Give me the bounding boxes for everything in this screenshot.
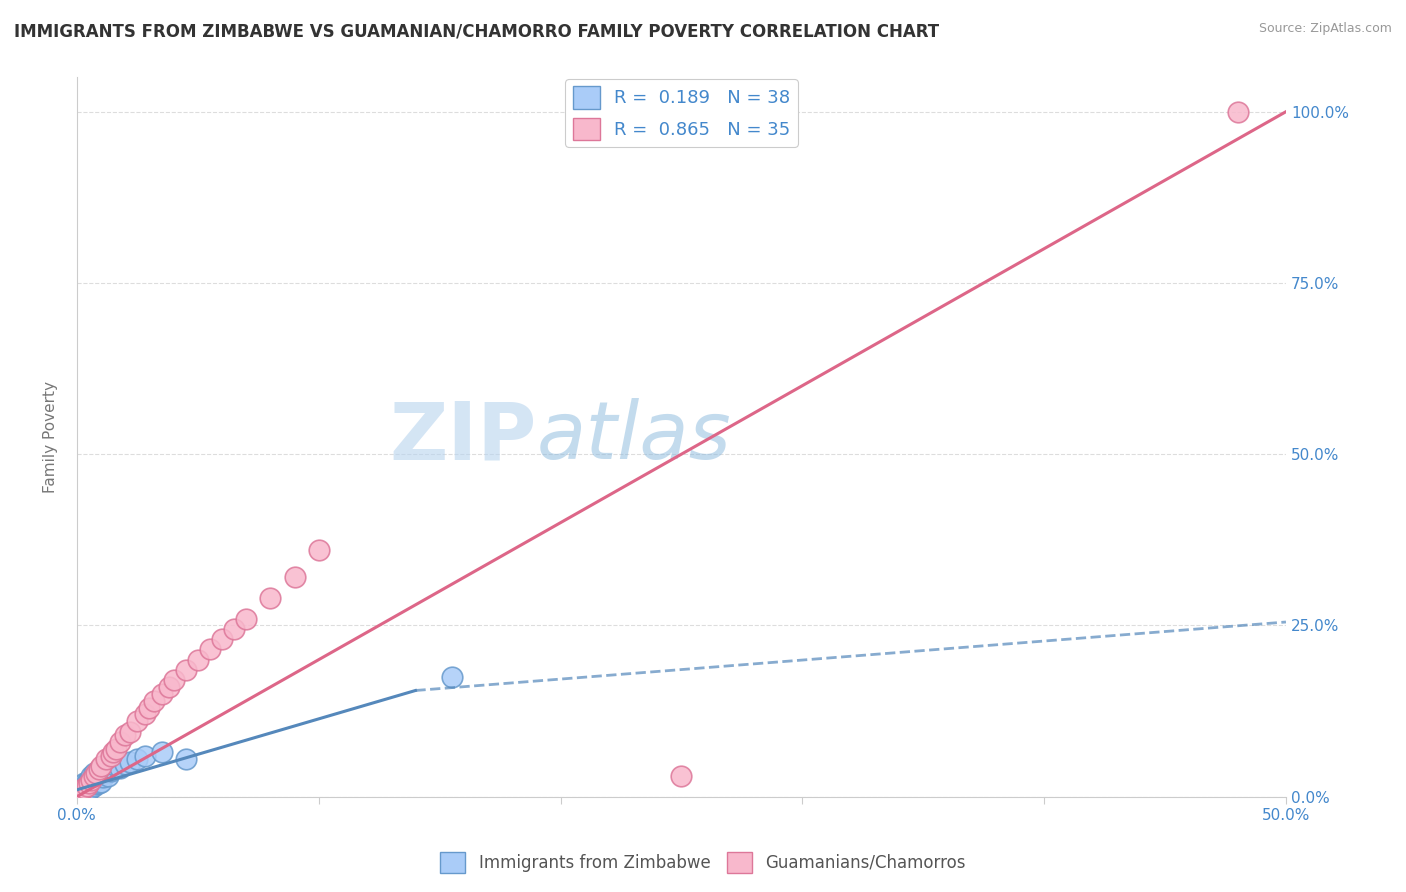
Point [77, 772, 100, 787]
Point [70, 781, 93, 796]
Point [114, 756, 136, 771]
Point [80, 769, 103, 783]
Legend: R =  0.189   N = 38, R =  0.865   N = 35: R = 0.189 N = 38, R = 0.865 N = 35 [565, 79, 797, 147]
Point [187, 653, 209, 667]
Point [80, 776, 103, 790]
Point [77, 777, 100, 791]
Point [76, 780, 98, 794]
Point [87, 771, 110, 785]
Point [134, 707, 156, 722]
Point [1226, 104, 1249, 119]
Point [67, 786, 90, 800]
Point [138, 700, 160, 714]
Point [259, 591, 281, 605]
Point [198, 642, 221, 657]
Point [222, 622, 245, 636]
Point [87, 762, 110, 776]
Point [110, 761, 132, 775]
Point [67, 784, 90, 798]
Point [73, 782, 96, 797]
Point [120, 724, 142, 739]
Point [174, 663, 197, 677]
Point [97, 769, 120, 783]
Point [308, 543, 330, 558]
Point [94, 752, 117, 766]
Point [110, 735, 132, 749]
Text: IMMIGRANTS FROM ZIMBABWE VS GUAMANIAN/CHAMORRO FAMILY POVERTY CORRELATION CHART: IMMIGRANTS FROM ZIMBABWE VS GUAMANIAN/CH… [14, 22, 939, 40]
Point [90, 774, 112, 789]
Point [83, 765, 105, 780]
Point [70, 784, 93, 798]
Point [143, 694, 166, 708]
Point [90, 768, 112, 782]
Point [73, 781, 96, 796]
Point [104, 741, 127, 756]
Point [73, 776, 96, 790]
Point [100, 764, 122, 778]
Point [94, 765, 117, 780]
Point [90, 759, 112, 773]
Point [671, 769, 693, 783]
Point [83, 769, 105, 783]
Legend: Immigrants from Zimbabwe, Guamanians/Chamorros: Immigrants from Zimbabwe, Guamanians/Cha… [433, 846, 973, 880]
Point [150, 687, 173, 701]
Point [101, 745, 124, 759]
Point [80, 772, 103, 787]
Point [83, 780, 105, 794]
Point [150, 745, 173, 759]
Point [104, 759, 127, 773]
Text: atlas: atlas [536, 398, 731, 476]
Point [76, 774, 98, 789]
Point [87, 776, 110, 790]
Point [77, 782, 100, 797]
Point [76, 784, 98, 798]
Point [127, 714, 149, 729]
Point [76, 780, 98, 794]
Point [114, 728, 136, 742]
Point [83, 774, 105, 789]
Point [84, 777, 107, 791]
Point [134, 748, 156, 763]
Point [100, 748, 122, 763]
Point [84, 765, 107, 780]
Point [101, 762, 124, 776]
Point [77, 776, 100, 790]
Y-axis label: Family Poverty: Family Poverty [44, 381, 58, 493]
Point [440, 670, 463, 684]
Point [211, 632, 233, 647]
Point [70, 782, 93, 797]
Point [120, 756, 142, 770]
Point [283, 570, 305, 584]
Point [80, 781, 103, 796]
Text: ZIP: ZIP [389, 398, 536, 476]
Point [127, 752, 149, 766]
Point [174, 752, 197, 766]
Point [162, 673, 184, 688]
Point [235, 611, 257, 625]
Point [84, 772, 107, 787]
Point [93, 771, 115, 785]
Point [73, 780, 96, 794]
Point [157, 680, 180, 694]
Text: Source: ZipAtlas.com: Source: ZipAtlas.com [1258, 22, 1392, 36]
